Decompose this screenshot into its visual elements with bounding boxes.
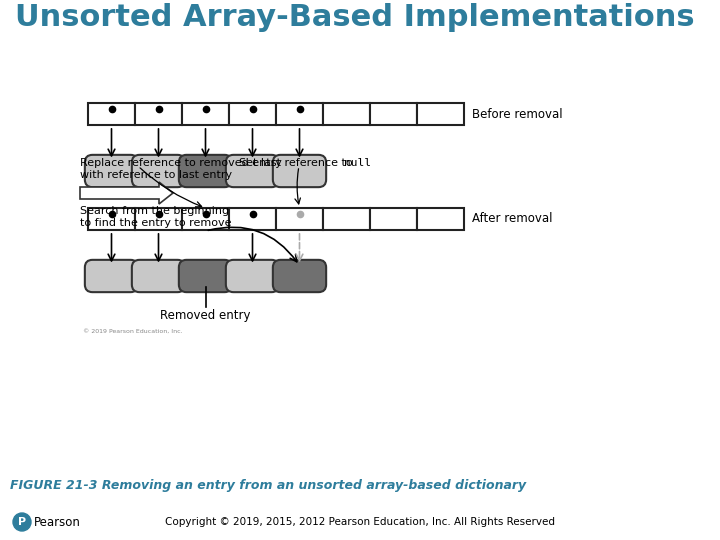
Text: © 2019 Pearson Education, Inc.: © 2019 Pearson Education, Inc. (83, 328, 183, 334)
FancyBboxPatch shape (179, 260, 232, 292)
Bar (370, 208, 417, 230)
FancyBboxPatch shape (273, 155, 326, 187)
Bar (135, 103, 182, 125)
Text: After removal: After removal (472, 213, 552, 226)
FancyBboxPatch shape (179, 155, 232, 187)
FancyBboxPatch shape (226, 155, 279, 187)
Circle shape (13, 513, 31, 531)
Text: Search from the beginning
to find the entry to remove: Search from the beginning to find the en… (80, 206, 232, 227)
FancyBboxPatch shape (132, 155, 185, 187)
Bar (88, 103, 135, 125)
Text: Unsorted Array-Based Implementations: Unsorted Array-Based Implementations (15, 3, 695, 32)
FancyBboxPatch shape (132, 260, 185, 292)
Text: Before removal: Before removal (472, 107, 562, 120)
Bar (229, 103, 276, 125)
Text: Copyright © 2019, 2015, 2012 Pearson Education, Inc. All Rights Reserved: Copyright © 2019, 2015, 2012 Pearson Edu… (165, 517, 555, 527)
FancyBboxPatch shape (273, 260, 326, 292)
Bar (88, 208, 135, 230)
FancyBboxPatch shape (226, 260, 279, 292)
Text: Pearson: Pearson (34, 516, 81, 529)
Bar (276, 208, 323, 230)
Text: Replace reference to removed entry
with reference to last entry: Replace reference to removed entry with … (80, 158, 282, 180)
Polygon shape (80, 182, 173, 204)
FancyBboxPatch shape (85, 155, 138, 187)
Text: Set last reference to: Set last reference to (239, 158, 356, 168)
FancyBboxPatch shape (85, 260, 138, 292)
Bar (135, 208, 182, 230)
Bar (229, 208, 276, 230)
Text: FIGURE 21-3 Removing an entry from an unsorted array-based dictionary: FIGURE 21-3 Removing an entry from an un… (10, 478, 526, 491)
Bar (182, 103, 229, 125)
Text: Removed entry: Removed entry (161, 308, 251, 321)
Bar (323, 103, 370, 125)
Bar (182, 208, 229, 230)
Bar (276, 103, 323, 125)
Text: P: P (18, 517, 26, 527)
Bar (417, 208, 464, 230)
Text: null: null (344, 158, 371, 168)
Bar (370, 103, 417, 125)
Bar (417, 103, 464, 125)
Bar (323, 208, 370, 230)
